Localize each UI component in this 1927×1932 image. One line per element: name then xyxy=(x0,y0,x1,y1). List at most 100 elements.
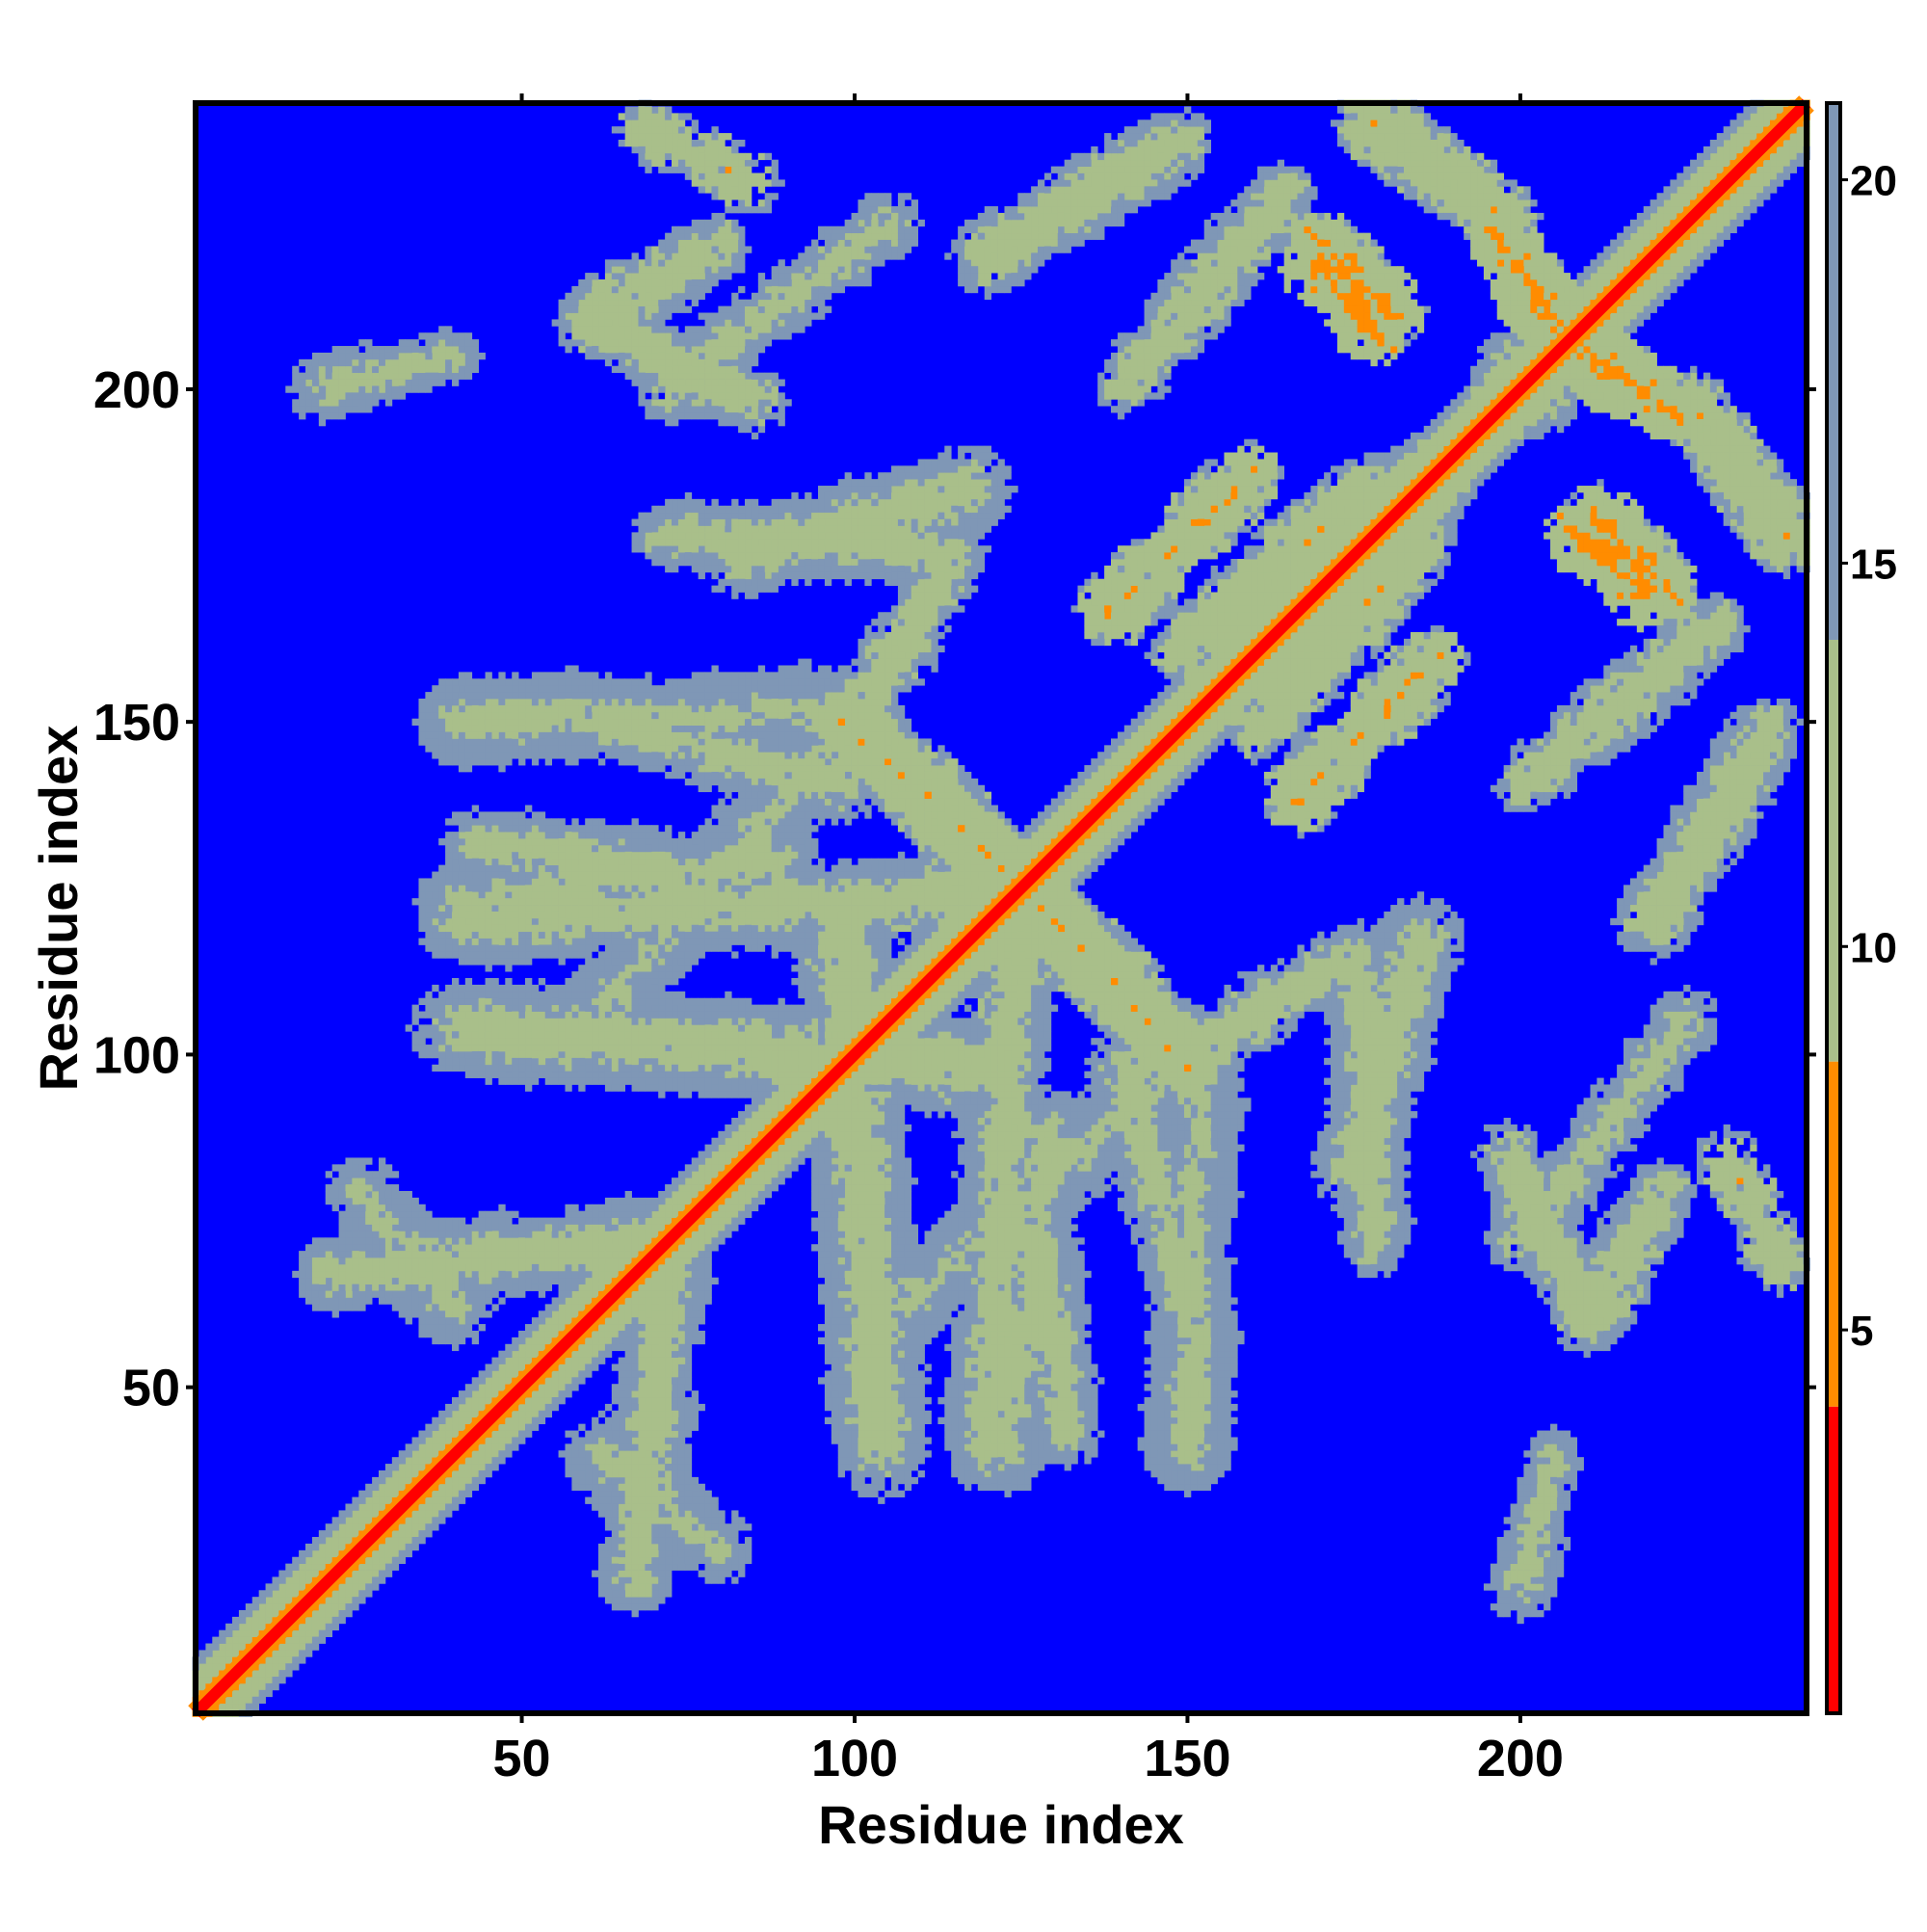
heatmap-cell xyxy=(818,718,826,726)
heatmap-cell xyxy=(1184,1031,1192,1039)
heatmap-cell xyxy=(1643,206,1651,214)
heatmap-cell xyxy=(1050,871,1059,879)
heatmap-cell xyxy=(1157,771,1165,780)
heatmap-cell xyxy=(1317,631,1325,640)
heatmap-cell xyxy=(352,1523,359,1531)
heatmap-cell xyxy=(964,885,972,892)
heatmap-cell xyxy=(1550,372,1558,380)
heatmap-cell xyxy=(884,771,892,780)
heatmap-cell xyxy=(844,685,852,693)
heatmap-cell xyxy=(924,958,932,966)
heatmap-cell xyxy=(1164,711,1172,720)
heatmap-cell xyxy=(1117,997,1125,1006)
heatmap-cell xyxy=(1251,704,1258,713)
heatmap-cell xyxy=(884,1057,892,1066)
heatmap-cell xyxy=(604,1337,613,1345)
heatmap-cell xyxy=(1610,246,1618,253)
heatmap-cell xyxy=(718,1224,726,1231)
heatmap-cell xyxy=(345,1537,353,1545)
heatmap-cell xyxy=(1097,971,1105,979)
heatmap-cell xyxy=(1077,958,1085,966)
heatmap-cell xyxy=(1636,232,1645,240)
heatmap-cell xyxy=(1310,559,1318,567)
heatmap-cell xyxy=(665,1197,673,1205)
heatmap-cell xyxy=(1716,212,1725,221)
heatmap-cell xyxy=(1496,425,1505,434)
heatmap-cell xyxy=(1217,704,1225,713)
heatmap-cell xyxy=(970,825,979,833)
heatmap-cell xyxy=(1091,917,1098,926)
heatmap-cell xyxy=(1077,905,1085,913)
heatmap-cell xyxy=(205,1670,213,1678)
heatmap-cell xyxy=(538,1324,546,1332)
heatmap-cell xyxy=(844,771,852,780)
heatmap-cell xyxy=(1164,1045,1172,1052)
heatmap-cell xyxy=(1111,832,1119,839)
heatmap-cell xyxy=(1277,798,1285,806)
heatmap-cell xyxy=(831,711,839,720)
heatmap-cell xyxy=(1111,1004,1119,1012)
heatmap-cell xyxy=(1210,711,1218,720)
heatmap-cell xyxy=(1763,179,1771,187)
heatmap-cell xyxy=(851,685,858,693)
heatmap-cell xyxy=(698,1157,705,1165)
heatmap-cell xyxy=(1336,512,1345,519)
heatmap-cell xyxy=(611,1270,620,1279)
heatmap-cell xyxy=(1530,412,1538,420)
heatmap-cell xyxy=(1470,452,1478,460)
heatmap-cell xyxy=(1670,179,1677,187)
heatmap-cell xyxy=(551,1390,559,1398)
heatmap-cell xyxy=(651,1231,659,1238)
heatmap-cell xyxy=(379,1483,386,1492)
heatmap-cell xyxy=(1117,951,1125,959)
heatmap-cell xyxy=(1190,685,1199,693)
heatmap-cell xyxy=(1623,225,1631,234)
heatmap-cell xyxy=(1756,172,1764,180)
heatmap-cell xyxy=(498,1423,506,1431)
heatmap-cell xyxy=(897,951,906,959)
heatmap-cell xyxy=(1703,239,1711,247)
heatmap-cell xyxy=(1104,978,1112,986)
heatmap-cell xyxy=(1190,1045,1199,1052)
heatmap-cell xyxy=(745,1178,752,1185)
heatmap-cell xyxy=(624,1317,632,1325)
heatmap-cell xyxy=(471,1464,480,1471)
heatmap-cell xyxy=(1117,838,1125,846)
heatmap-cell xyxy=(1130,1050,1139,1059)
heatmap-cell xyxy=(1796,146,1804,154)
heatmap-cell xyxy=(917,758,925,766)
heatmap-cell xyxy=(771,1077,779,1085)
heatmap-cell xyxy=(1377,552,1385,560)
heatmap-cell xyxy=(1789,152,1798,161)
heatmap-cell xyxy=(891,1045,899,1052)
heatmap-cell xyxy=(1370,559,1378,567)
heatmap-cell xyxy=(1263,685,1272,693)
heatmap-cell xyxy=(871,978,879,986)
heatmap-cell xyxy=(299,1643,306,1651)
heatmap-cell xyxy=(658,1290,666,1298)
heatmap-cell xyxy=(1437,518,1444,526)
heatmap-cell xyxy=(1490,452,1498,460)
heatmap-cell xyxy=(1150,718,1158,726)
heatmap-cell xyxy=(1210,718,1218,726)
heatmap-cell xyxy=(265,1689,273,1698)
heatmap-cell xyxy=(1636,319,1645,327)
heatmap-cell xyxy=(1070,931,1078,939)
heatmap-cell xyxy=(837,1104,846,1112)
heatmap-cell xyxy=(1064,878,1071,886)
heatmap-cell xyxy=(458,1403,466,1412)
heatmap-cell xyxy=(1057,965,1066,972)
heatmap-cell xyxy=(1423,518,1432,526)
heatmap-cell xyxy=(1137,791,1145,799)
heatmap-cell xyxy=(525,1423,533,1431)
heatmap-cell xyxy=(897,818,906,826)
heatmap-cell xyxy=(358,1583,366,1591)
heatmap-cell xyxy=(1363,491,1371,500)
heatmap-cell xyxy=(1144,978,1151,986)
heatmap-cell xyxy=(931,758,938,766)
heatmap-cell xyxy=(345,1503,353,1511)
heatmap-cell xyxy=(1570,379,1578,386)
heatmap-cell xyxy=(1390,486,1398,493)
heatmap-cell xyxy=(1230,619,1238,626)
heatmap-cell xyxy=(618,1310,626,1318)
